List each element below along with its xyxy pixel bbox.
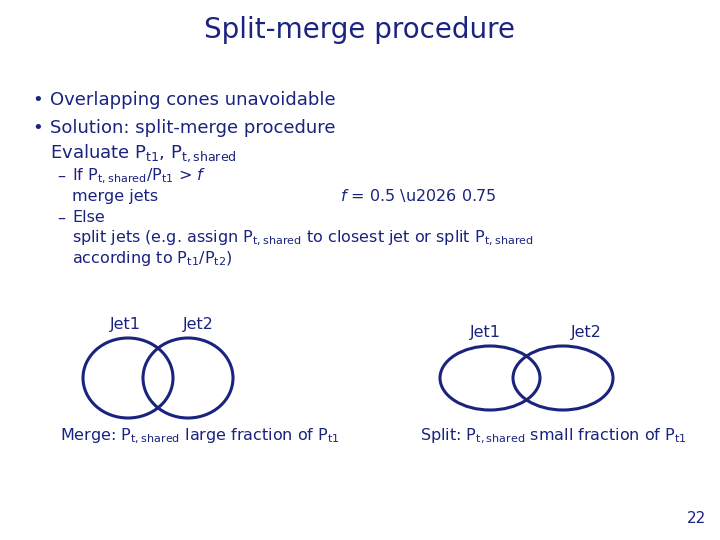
Text: •: • <box>32 119 42 137</box>
Text: Evaluate P$_{\mathregular{t1}}$, P$_{\mathregular{t,shared}}$: Evaluate P$_{\mathregular{t1}}$, P$_{\ma… <box>50 142 237 164</box>
Text: Solution: split-merge procedure: Solution: split-merge procedure <box>50 119 336 137</box>
Text: Jet1: Jet1 <box>110 317 141 332</box>
Text: Jet1: Jet1 <box>470 325 501 340</box>
Text: split jets (e.g. assign P$_{\mathregular{t,shared}}$ to closest jet or split P$_: split jets (e.g. assign P$_{\mathregular… <box>72 228 534 248</box>
Text: according to P$_{\mathregular{t1}}$/P$_{\mathregular{t2}}$): according to P$_{\mathregular{t1}}$/P$_{… <box>72 248 233 267</box>
Text: Split: P$_{\mathregular{t,shared}}$ small fraction of P$_{\mathregular{t1}}$: Split: P$_{\mathregular{t,shared}}$ smal… <box>420 427 687 446</box>
Text: Merge: P$_{\mathregular{t,shared}}$ large fraction of P$_{\mathregular{t1}}$: Merge: P$_{\mathregular{t,shared}}$ larg… <box>60 427 340 446</box>
Text: $\mathit{f}$ = 0.5 \u2026 0.75: $\mathit{f}$ = 0.5 \u2026 0.75 <box>340 187 496 205</box>
Text: Jet2: Jet2 <box>183 317 214 332</box>
Text: –: – <box>57 168 65 184</box>
Text: Jet2: Jet2 <box>571 325 602 340</box>
Text: 22: 22 <box>687 511 706 526</box>
Text: •: • <box>32 91 42 109</box>
Text: merge jets: merge jets <box>72 188 158 204</box>
Text: If P$_{\mathregular{t,shared}}$/P$_{\mathregular{t1}}$ > $\mathit{f}$: If P$_{\mathregular{t,shared}}$/P$_{\mat… <box>72 166 207 186</box>
Text: Overlapping cones unavoidable: Overlapping cones unavoidable <box>50 91 336 109</box>
Text: Else: Else <box>72 211 104 226</box>
Text: –: – <box>57 211 65 226</box>
Text: Split-merge procedure: Split-merge procedure <box>204 16 516 44</box>
